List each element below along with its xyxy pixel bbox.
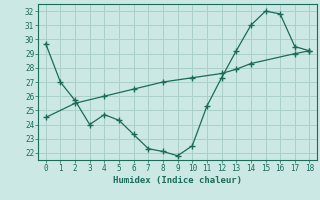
X-axis label: Humidex (Indice chaleur): Humidex (Indice chaleur) xyxy=(113,176,242,185)
